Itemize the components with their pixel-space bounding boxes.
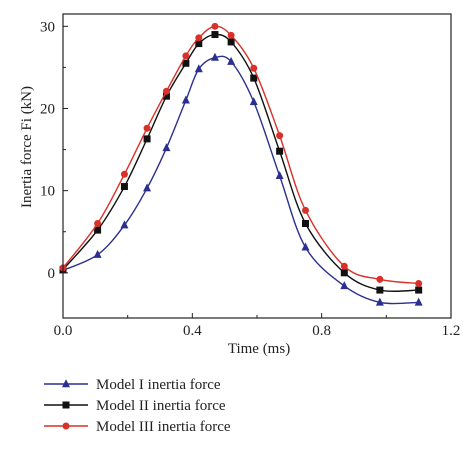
square-marker <box>120 183 128 191</box>
y-axis-title: Inertia force Fi (kN) <box>19 86 35 208</box>
triangle-marker <box>275 171 284 180</box>
axes: 0.0 0.4 0.8 1.2 0 10 20 30 <box>40 13 461 339</box>
circle-marker <box>340 262 348 270</box>
triangle-marker <box>249 97 258 106</box>
circle-marker <box>415 279 423 287</box>
x-tick-label: 1.2 <box>442 323 461 339</box>
legend-label: Model I inertia force <box>96 377 221 393</box>
triangle-marker <box>210 52 219 61</box>
circle-marker <box>162 87 170 95</box>
square-marker <box>143 135 151 143</box>
plot-area <box>59 22 423 306</box>
square-marker <box>340 269 348 277</box>
x-tick-label: 0.4 <box>183 323 202 339</box>
triangle-marker <box>227 56 236 65</box>
legend: Model I inertia force Model II inertia fo… <box>44 377 231 435</box>
legend-square-marker <box>62 401 70 409</box>
triangle-marker <box>414 297 423 306</box>
square-marker <box>211 31 219 39</box>
circle-marker <box>250 64 258 72</box>
triangle-marker <box>375 297 384 306</box>
square-marker <box>182 59 190 67</box>
legend-label: Model II inertia force <box>96 398 226 414</box>
circle-marker <box>182 52 190 60</box>
circle-marker <box>376 275 384 283</box>
legend-item: Model I inertia force <box>44 377 221 393</box>
circle-marker <box>120 170 128 178</box>
square-marker <box>94 226 102 234</box>
y-tick-label: 10 <box>40 184 55 200</box>
circle-marker <box>211 22 219 30</box>
series-2 <box>59 31 423 294</box>
legend-item: Model II inertia force <box>44 398 226 414</box>
y-tick-label: 30 <box>40 19 55 35</box>
square-marker <box>302 220 309 228</box>
square-marker <box>276 147 284 155</box>
y-tick-label: 0 <box>48 266 56 282</box>
legend-circle-marker <box>62 422 70 430</box>
triangle-marker <box>93 249 102 258</box>
triangle-marker <box>120 220 129 229</box>
circle-marker <box>227 31 235 39</box>
series-3 <box>59 22 423 287</box>
triangle-marker <box>162 143 171 152</box>
square-marker <box>415 286 423 294</box>
legend-triangle-marker <box>62 379 70 388</box>
x-tick-label: 0.0 <box>54 323 73 339</box>
series-line <box>62 33 419 293</box>
y-tick-label: 20 <box>40 101 55 117</box>
square-marker <box>195 40 203 48</box>
legend-label: Model III inertia force <box>96 419 231 435</box>
plot-frame <box>62 13 452 319</box>
circle-marker <box>143 124 151 132</box>
legend-item: Model III inertia force <box>44 419 231 435</box>
triangle-marker <box>340 281 349 290</box>
triangle-marker <box>143 183 152 192</box>
x-axis-title: Time (ms) <box>228 341 290 357</box>
square-marker <box>227 38 235 46</box>
series-1 <box>59 52 423 306</box>
circle-marker <box>276 132 284 140</box>
triangle-marker <box>194 64 203 73</box>
triangle-marker <box>181 95 190 104</box>
square-marker <box>162 92 170 100</box>
x-tick-label: 0.8 <box>312 323 331 339</box>
triangle-marker <box>301 242 310 251</box>
series-line <box>62 25 419 285</box>
square-marker <box>250 74 258 82</box>
circle-marker <box>302 206 309 214</box>
series-line <box>62 55 419 305</box>
circle-marker <box>94 220 102 228</box>
square-marker <box>376 286 384 294</box>
circle-marker <box>195 34 203 42</box>
